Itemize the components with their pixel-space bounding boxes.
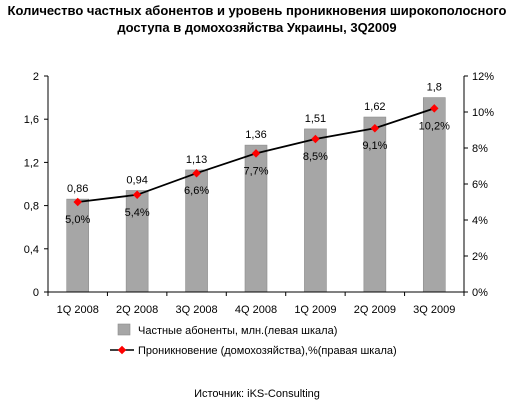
line-value-label: 5,0% bbox=[65, 214, 90, 226]
left-tick-label: 0 bbox=[33, 287, 39, 299]
bar-value-label: 1,13 bbox=[186, 154, 207, 166]
penetration-marker bbox=[73, 197, 82, 207]
penetration-marker bbox=[370, 123, 380, 133]
category-label: 2Q 2009 bbox=[354, 304, 396, 316]
bar-value-label: 1,62 bbox=[364, 101, 385, 113]
bar-value-label: 1,36 bbox=[245, 129, 266, 141]
penetration-marker bbox=[430, 104, 439, 113]
right-tick-label: 4% bbox=[472, 215, 488, 227]
bar-2 bbox=[125, 190, 149, 293]
line-value-label: 9,1% bbox=[362, 140, 387, 152]
bar-value-label: 1,8 bbox=[427, 82, 442, 94]
penetration-marker bbox=[132, 190, 142, 200]
chart-title: Количество частных абонентов и уровень п… bbox=[0, 2, 514, 36]
line-value-label: 10,2% bbox=[419, 120, 450, 132]
left-tick-label: 1,6 bbox=[24, 114, 39, 126]
left-tick-label: 0,4 bbox=[24, 244, 39, 256]
legend-line-marker bbox=[117, 345, 127, 355]
line-value-label: 7,7% bbox=[243, 165, 268, 177]
right-tick-label: 6% bbox=[472, 179, 488, 191]
chart-title-line-1: Количество частных абонентов и уровень п… bbox=[7, 3, 507, 18]
right-tick-label: 2% bbox=[472, 251, 488, 263]
left-tick-label: 0,8 bbox=[24, 201, 39, 213]
bar-value-label: 0,86 bbox=[67, 183, 88, 195]
left-tick-label: 2 bbox=[33, 71, 39, 83]
line-value-label: 8,5% bbox=[303, 151, 328, 163]
chart-title-line-2: доступа в домохозяйства Украины, 3Q2009 bbox=[117, 20, 397, 35]
line-value-label: 5,4% bbox=[125, 207, 150, 219]
left-tick-label: 1,2 bbox=[24, 157, 39, 169]
legend-line-label: Проникновение (домохозяйства),%(правая ш… bbox=[138, 345, 397, 357]
category-label: 1Q 2009 bbox=[294, 304, 336, 316]
bar-value-label: 0,94 bbox=[126, 174, 147, 186]
bar-value-label: 1,51 bbox=[305, 113, 326, 125]
right-tick-label: 0% bbox=[472, 287, 488, 299]
line-value-label: 6,6% bbox=[184, 185, 209, 197]
penetration-marker bbox=[192, 168, 201, 178]
legend-bar-swatch bbox=[117, 323, 131, 336]
category-label: 3Q 2008 bbox=[175, 304, 217, 316]
legend-bar-label: Частные абоненты, млн.(левая шкала) bbox=[138, 325, 337, 337]
category-label: 4Q 2008 bbox=[235, 304, 277, 316]
right-tick-label: 10% bbox=[472, 107, 494, 119]
right-tick-label: 8% bbox=[472, 143, 488, 155]
penetration-marker bbox=[251, 149, 261, 158]
right-tick-label: 12% bbox=[472, 71, 494, 83]
penetration-marker bbox=[311, 134, 320, 144]
category-label: 2Q 2008 bbox=[116, 304, 158, 316]
source-note: Источник: iKS-Consulting bbox=[194, 388, 320, 400]
category-label: 3Q 2009 bbox=[413, 304, 455, 316]
category-label: 1Q 2008 bbox=[57, 304, 99, 316]
